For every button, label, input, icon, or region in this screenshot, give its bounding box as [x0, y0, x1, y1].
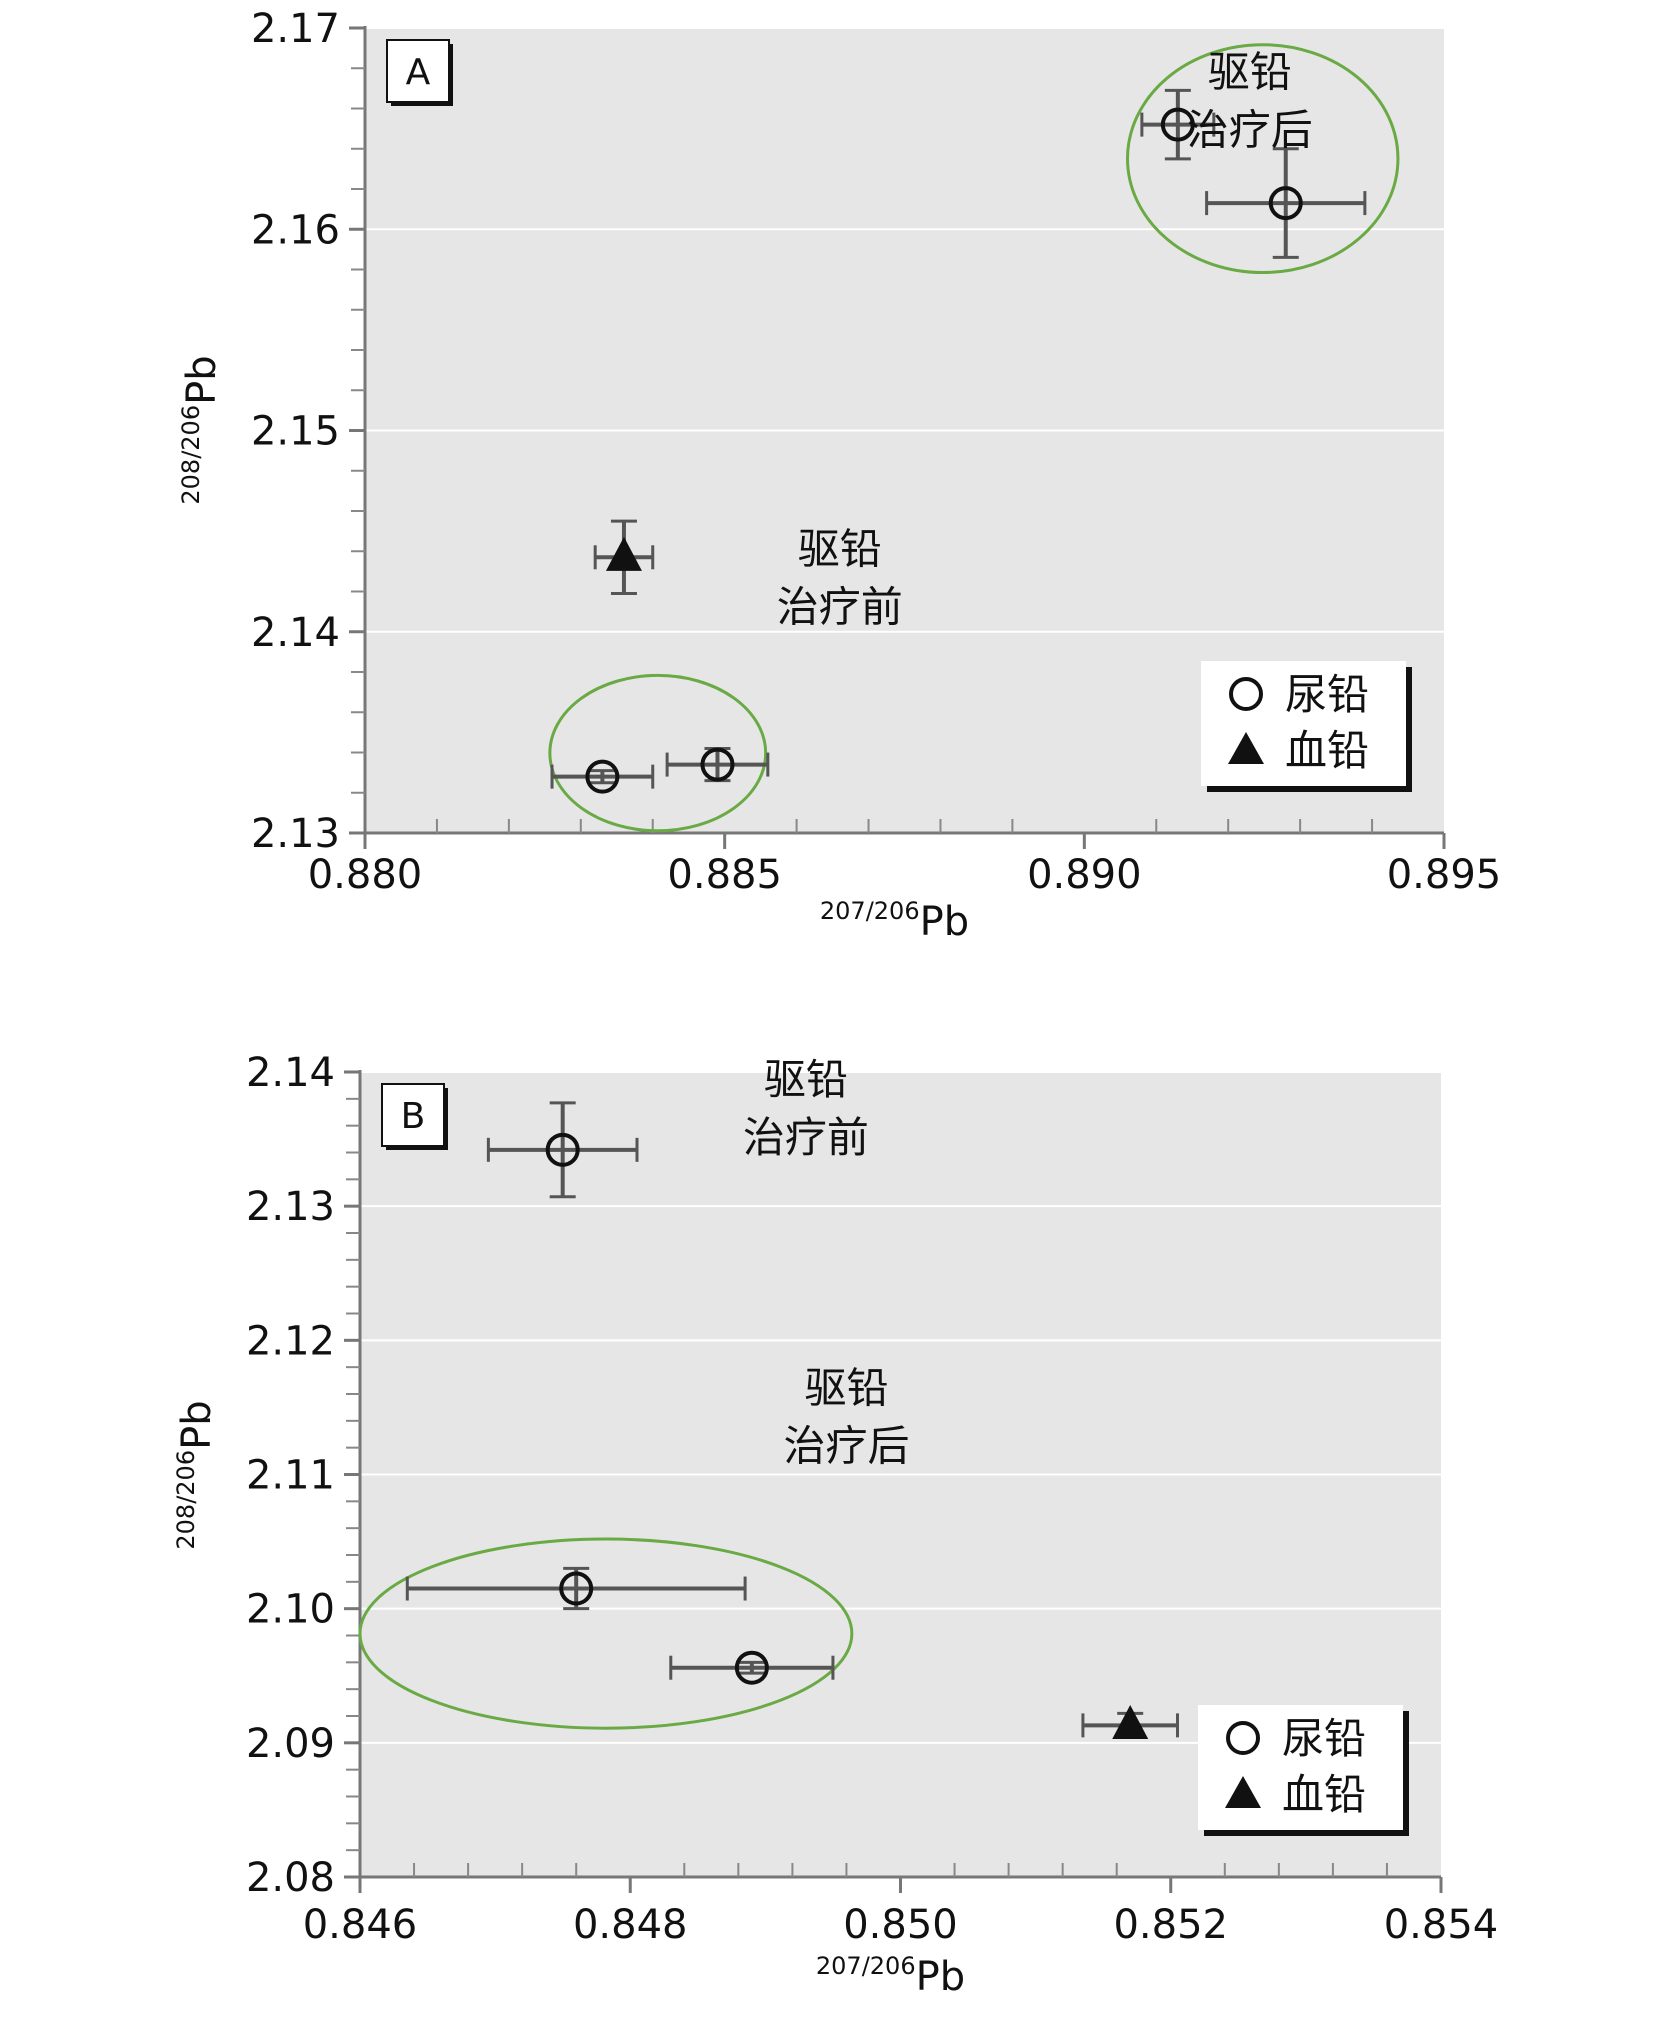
y-tick-label: 2.17: [251, 6, 340, 52]
panel-label-text: B: [401, 1096, 426, 1137]
y-axis-label-superscript: 208/206: [172, 1450, 200, 1550]
data-point-urine-lead: [1268, 186, 1303, 221]
y-tick-label: 2.13: [251, 811, 340, 857]
x-tick-label: 0.885: [667, 852, 782, 898]
annotation-line: 治疗前: [743, 1113, 869, 1162]
annotation-line: 驱铅: [764, 1055, 848, 1104]
y-axis-label: 208/206Pb: [172, 1400, 220, 1549]
data-point-urine-lead: [585, 759, 620, 794]
x-tick-label: 0.848: [573, 1902, 688, 1948]
annotation-line: 治疗后: [1187, 106, 1313, 155]
annotation-line: 驱铅: [804, 1363, 888, 1412]
y-tick-label: 2.13: [246, 1184, 335, 1230]
y-tick-label: 2.14: [251, 610, 340, 656]
x-tick-label: 0.850: [843, 1902, 958, 1948]
legend-marker-circle: [1229, 677, 1263, 711]
error-bar: [486, 1101, 639, 1199]
legend-label: 血铅: [1285, 726, 1369, 775]
group-ellipse: [1125, 43, 1400, 275]
group-ellipse: [358, 1537, 854, 1730]
panel-label-text: A: [406, 52, 431, 93]
y-tick-label: 2.14: [246, 1050, 335, 1096]
y-tick-label: 2.15: [251, 409, 340, 455]
x-axis-label-main: Pb: [920, 899, 970, 945]
legend-label: 血铅: [1282, 1770, 1366, 1819]
annotation-line: 治疗前: [777, 583, 903, 632]
data-point-urine-lead: [734, 1650, 769, 1685]
error-bar: [550, 764, 655, 789]
y-tick-label: 2.09: [246, 1721, 335, 1767]
x-axis-label: 207/206Pb: [820, 897, 969, 945]
panel-label: B: [381, 1083, 448, 1150]
chart-panel-b: 2.08 2.09 2.10 2.11 2.12 2.13 2.14 0.846 0.848 0.…: [172, 1050, 1498, 2000]
group-ellipse: [548, 673, 768, 833]
y-tick-label: 2.12: [246, 1318, 335, 1364]
data-point-urine-lead: [559, 1571, 594, 1606]
data-point-urine-lead: [700, 747, 735, 782]
y-tick-label: 2.11: [246, 1453, 335, 1499]
error-bar: [669, 1655, 835, 1680]
x-tick-label: 0.890: [1027, 852, 1142, 898]
legend-marker-circle: [1226, 1721, 1260, 1755]
y-axis-label-main: Pb: [179, 355, 225, 405]
panel-label-box: [381, 1083, 445, 1147]
panel-label: A: [386, 39, 453, 106]
x-tick-label: 0.895: [1387, 852, 1502, 898]
x-axis-label-superscript: 207/206: [820, 897, 920, 925]
data-point-blood-lead: [1112, 1704, 1149, 1739]
y-tick-label: 2.10: [246, 1587, 335, 1633]
panel-label-box: [386, 39, 450, 103]
annotation-line: 驱铅: [798, 525, 882, 574]
chart-panel-a: 2.13 2.14 2.15 2.16 2.17 0.880 0.885 0.890 0.895…: [177, 6, 1501, 945]
x-tick-label: 0.854: [1384, 1902, 1499, 1948]
y-tick-label: 2.16: [251, 207, 340, 253]
legend-marker-triangle: [1228, 732, 1264, 764]
x-tick-label: 0.880: [308, 852, 423, 898]
x-tick-label: 0.852: [1113, 1902, 1228, 1948]
legend-label: 尿铅: [1282, 1714, 1366, 1763]
y-tick-label: 2.08: [246, 1855, 335, 1901]
x-axis-label: 207/206Pb: [816, 1952, 965, 2000]
data-point-blood-lead: [605, 536, 642, 571]
y-axis-label: 208/206Pb: [177, 355, 225, 504]
x-axis-label-main: Pb: [916, 1954, 966, 2000]
error-bar: [1205, 147, 1367, 259]
data-point-urine-lead: [545, 1132, 580, 1167]
legend-label: 尿铅: [1285, 670, 1369, 719]
data-point-urine-lead: [1160, 107, 1195, 142]
legend-marker-triangle: [1225, 1776, 1261, 1808]
y-axis-label-main: Pb: [174, 1400, 220, 1450]
y-axis-label-superscript: 208/206: [177, 405, 205, 505]
x-tick-label: 0.846: [303, 1902, 418, 1948]
annotation-line: 治疗后: [783, 1421, 909, 1470]
error-bar: [1140, 88, 1216, 161]
annotation-line: 驱铅: [1208, 48, 1292, 97]
x-axis-label-superscript: 207/206: [816, 1952, 916, 1980]
